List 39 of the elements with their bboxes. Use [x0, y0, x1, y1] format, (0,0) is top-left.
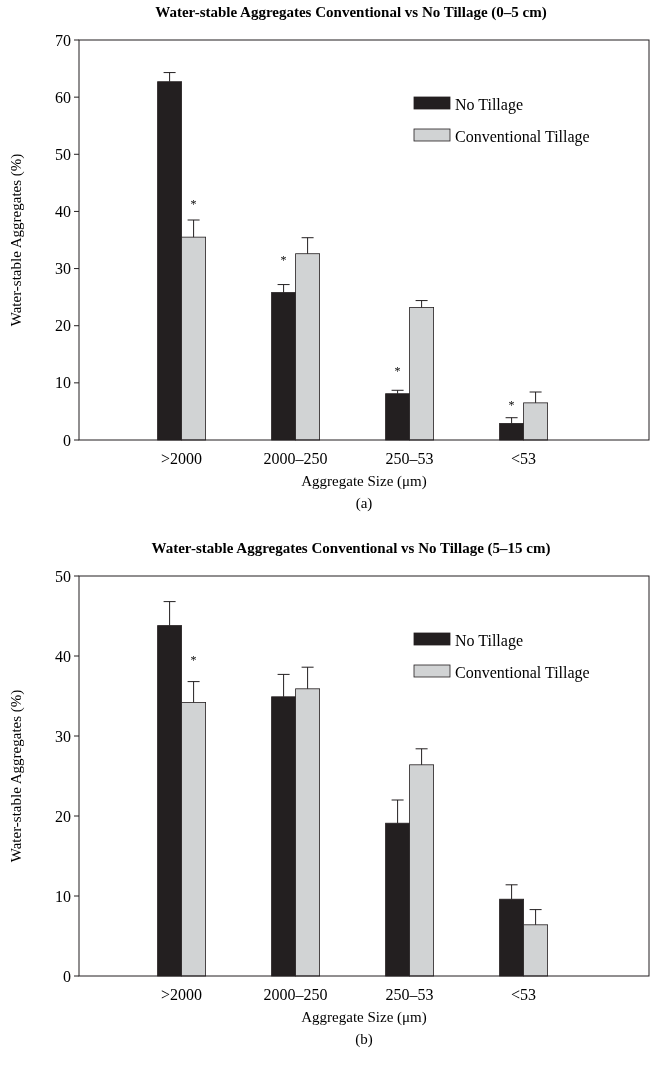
annotation: * — [190, 196, 197, 211]
x-tick-label: 2000–250 — [263, 450, 328, 467]
y-axis-title: Water-stable Aggregates (%) — [8, 153, 25, 327]
annotation: * — [394, 364, 401, 379]
y-tick-label: 70 — [55, 31, 71, 49]
y-tick-label: 30 — [55, 260, 71, 278]
x-tick-label: >2000 — [161, 450, 203, 467]
y-tick-label: 20 — [55, 807, 71, 825]
annotation: * — [190, 653, 197, 668]
text: (a) — [355, 495, 373, 512]
legend-label: No Tillage — [455, 631, 524, 650]
annotation: * — [280, 253, 287, 268]
y-tick-label: 10 — [55, 887, 71, 905]
x-tick-label: 2000–250 — [263, 986, 328, 1003]
y-tick-label: 40 — [55, 203, 71, 221]
legend-label: No Tillage — [455, 95, 524, 114]
y-tick-label: 10 — [55, 374, 71, 392]
x-axis-title: Aggregate Size (μm) — [301, 1009, 427, 1026]
x-tick-label: <53 — [511, 450, 537, 467]
y-tick-label: 40 — [55, 647, 71, 665]
x-axis-title: Aggregate Size (μm) — [301, 473, 427, 490]
x-tick-label: 250–53 — [385, 450, 434, 467]
y-tick-label: 60 — [55, 88, 71, 106]
y-axis-title: Water-stable Aggregates (%) — [8, 689, 25, 863]
legend-label: Conventional Tillage — [455, 663, 590, 682]
y-tick-label: 0 — [63, 431, 71, 449]
annotation: * — [508, 397, 515, 412]
y-tick-label: 30 — [55, 727, 71, 745]
y-tick-label: 50 — [55, 567, 71, 585]
legend-label: Conventional Tillage — [455, 127, 590, 146]
text: (b) — [355, 1031, 373, 1048]
chart-title: Water-stable Aggregates Conventional vs No Tillage (0–5 cm) — [155, 4, 547, 21]
chart-title: Water-stable Aggregates Conventional vs No Tillage (5–15 cm) — [151, 540, 551, 557]
y-tick-label: 0 — [63, 967, 71, 985]
x-tick-label: <53 — [511, 986, 537, 1003]
y-tick-label: 50 — [55, 145, 71, 163]
y-tick-label: 20 — [55, 317, 71, 335]
x-tick-label: >2000 — [161, 986, 203, 1003]
x-tick-label: 250–53 — [385, 986, 434, 1003]
